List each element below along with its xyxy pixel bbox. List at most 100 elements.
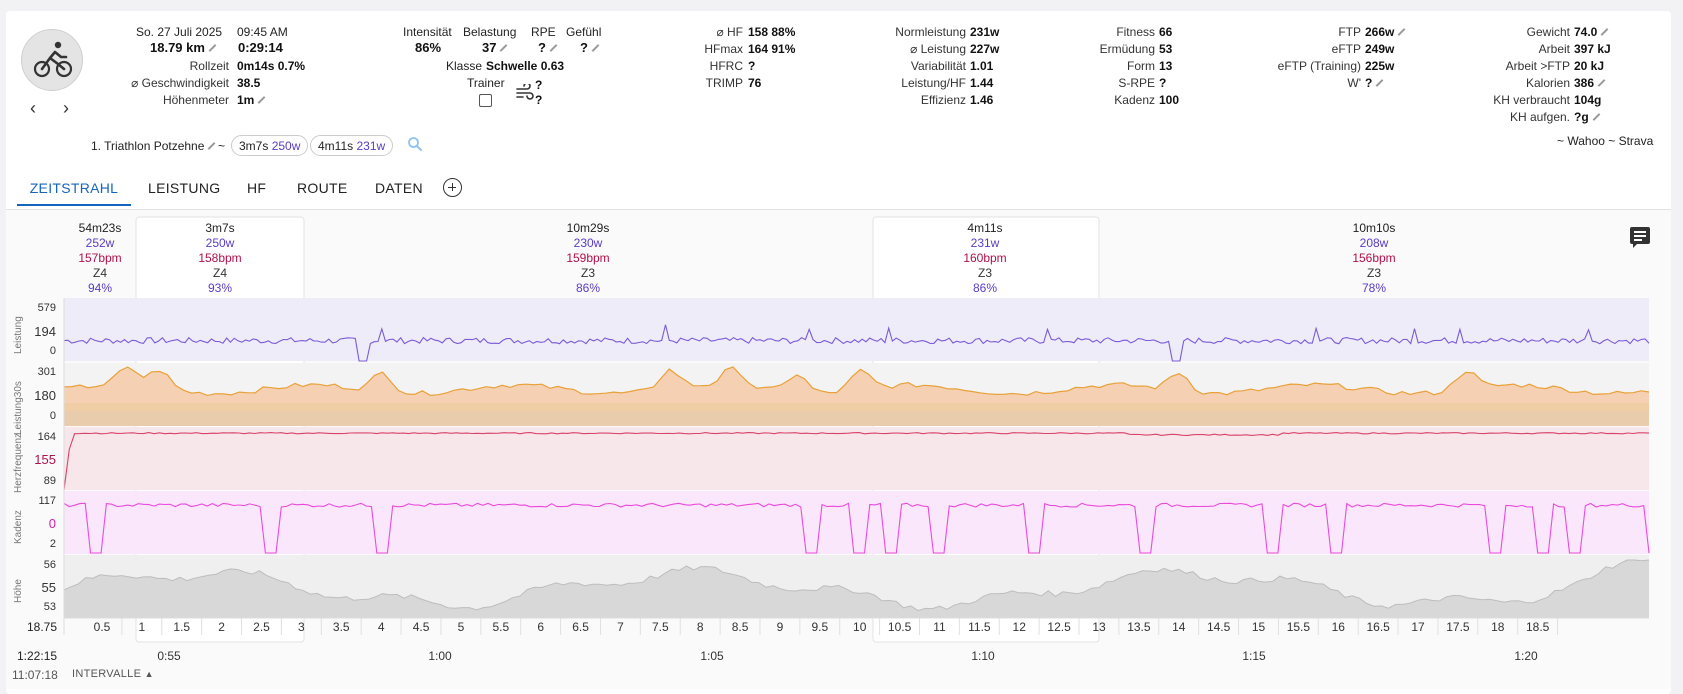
normalized-power-label: Normleistung [895, 25, 966, 39]
efficiency-value: 1.46 [970, 93, 994, 107]
tab-daten[interactable]: DATEN [375, 180, 423, 196]
altitude-tick: 53 [43, 601, 56, 613]
cadence-axis-title: Kadenz [13, 510, 24, 544]
feeling-value[interactable]: ? [580, 40, 599, 55]
best-effort-chip[interactable]: 3m7s 250w [231, 135, 309, 156]
rpe-value[interactable]: ? [538, 40, 557, 55]
cadence-panel [64, 491, 1649, 554]
elevation-value[interactable]: 1m [237, 93, 265, 107]
next-activity-icon[interactable]: › [63, 98, 69, 118]
duration-value: 0:29:14 [238, 40, 283, 55]
intervals-toggle[interactable]: INTERVALLE ▲ [72, 668, 154, 680]
power-tick: 0 [49, 345, 56, 357]
hr-tick: 164 [37, 431, 56, 443]
distance-tick: 17 [1411, 620, 1425, 634]
interval-summary[interactable]: 4m11s 231w 160bpm Z3 86% [963, 221, 1007, 295]
prev-activity-icon[interactable]: ‹ [30, 98, 36, 118]
add-tab-icon[interactable] [443, 178, 462, 197]
hr-tick: 155 [34, 452, 56, 467]
hr-tick: 89 [43, 475, 56, 487]
distance-tick: 16 [1331, 620, 1345, 634]
clock-time: 11:07:18 [12, 668, 58, 682]
distance-tick: 8 [696, 620, 704, 634]
distance-tick: 13 [1092, 620, 1106, 634]
best-effort-chip[interactable]: 4m11s 231w [310, 135, 394, 156]
comment-icon[interactable] [1630, 227, 1650, 248]
search-icon[interactable] [407, 136, 423, 152]
distance-tick: 14 [1172, 620, 1186, 634]
distance-tick: 2.5 [253, 620, 270, 634]
distance-tick: 9.5 [811, 620, 829, 634]
power-hr-label: Leistung/HF [901, 76, 966, 90]
distance-tick: 4 [377, 620, 385, 634]
work-value: 397 kJ [1574, 42, 1611, 56]
altitude-tick: 56 [43, 559, 56, 571]
interval-summary[interactable]: 3m7s 250w 158bpm Z4 93% [198, 221, 242, 295]
bike-icon [33, 41, 73, 78]
intensity-value: 86% [415, 40, 442, 55]
trimp-label: TRIMP [705, 76, 743, 90]
data-sources[interactable]: ~ Wahoo ~ Strava [1557, 134, 1654, 148]
cadence-value: 100 [1159, 93, 1180, 107]
speed-value: 38.5 [237, 76, 261, 90]
time-tick: 1:00 [428, 649, 452, 663]
hr-line [63, 432, 1650, 491]
tab-leistung[interactable]: LEISTUNG [148, 180, 221, 196]
interval-summary[interactable]: 54m23s 252w 157bpm Z4 94% [78, 221, 122, 295]
max-hr-value: 164 91% [748, 42, 796, 56]
tab-zeitstrahl[interactable]: ZEITSTRAHL [17, 170, 131, 206]
work-label: Arbeit [1538, 42, 1570, 56]
wind-icon[interactable] [515, 84, 535, 100]
distance-tick: 2 [218, 620, 225, 634]
tab-route[interactable]: ROUTE [297, 180, 348, 196]
carbs-taken-value[interactable]: ?g [1574, 110, 1600, 124]
time-tick: 1:20 [1514, 649, 1538, 663]
w-prime-value[interactable]: ? [1365, 76, 1383, 90]
distance-tick: 11 [933, 620, 946, 634]
interval-summary[interactable]: 10m29s 230w 159bpm Z3 86% [566, 221, 610, 295]
trainer-checkbox[interactable] [479, 94, 492, 107]
power30-line [63, 366, 1650, 397]
distance-tick: 5 [457, 620, 465, 634]
cadence-label: Kadenz [1114, 93, 1155, 107]
wind-direction-value: ? [535, 93, 543, 107]
altitude-area [64, 560, 1649, 618]
carbs-used-value: 104g [1574, 93, 1602, 107]
distance-value[interactable]: 18.79 km [150, 40, 216, 55]
tab-hf[interactable]: HF [247, 180, 267, 196]
distance-tick: 14.5 [1206, 620, 1231, 634]
altitude-tick: 55 [41, 580, 56, 595]
activity-time: 09:45 AM [237, 25, 288, 39]
eftp-label: eFTP [1331, 42, 1361, 56]
fatigue-value: 53 [1159, 42, 1173, 56]
weight-label: Gewicht [1526, 25, 1570, 39]
distance-tick: 0.5 [93, 620, 111, 634]
load-value[interactable]: 37 [482, 40, 507, 55]
chevron-up-icon: ▲ [144, 669, 154, 679]
work-above-ftp-label: Arbeit >FTP [1505, 59, 1570, 73]
hfrc-value: ? [748, 59, 756, 73]
distance-tick: 18.5 [1525, 620, 1550, 634]
fitness-value: 66 [1159, 25, 1173, 39]
power30-area [64, 367, 1649, 426]
fitness-label: Fitness [1116, 25, 1155, 39]
avg-power-value: 227w [970, 42, 1000, 56]
weight-value[interactable]: 74.0 [1574, 25, 1608, 39]
interval-summary[interactable]: 10m10s 208w 156bpm Z3 78% [1352, 221, 1396, 295]
distance-tick: 15 [1251, 620, 1266, 634]
distance-start: 18.75 [27, 620, 58, 634]
calories-label: Kalorien [1525, 76, 1570, 90]
power-tick: 579 [37, 302, 56, 314]
distance-tick: 10.5 [887, 620, 912, 634]
time-tick: 1:05 [700, 649, 724, 663]
w-prime-label: W' [1347, 76, 1361, 90]
hr-panel [64, 427, 1649, 490]
distance-tick: 12.5 [1047, 620, 1071, 634]
activity-avatar[interactable] [21, 29, 83, 91]
eftp-value: 249w [1365, 42, 1395, 56]
ftp-value[interactable]: 266w [1365, 25, 1405, 39]
calories-value[interactable]: 386 [1574, 76, 1605, 90]
power30-axis-title: Leistung30s [13, 381, 24, 435]
race-name[interactable]: 1. Triathlon Potzehne [91, 139, 215, 153]
